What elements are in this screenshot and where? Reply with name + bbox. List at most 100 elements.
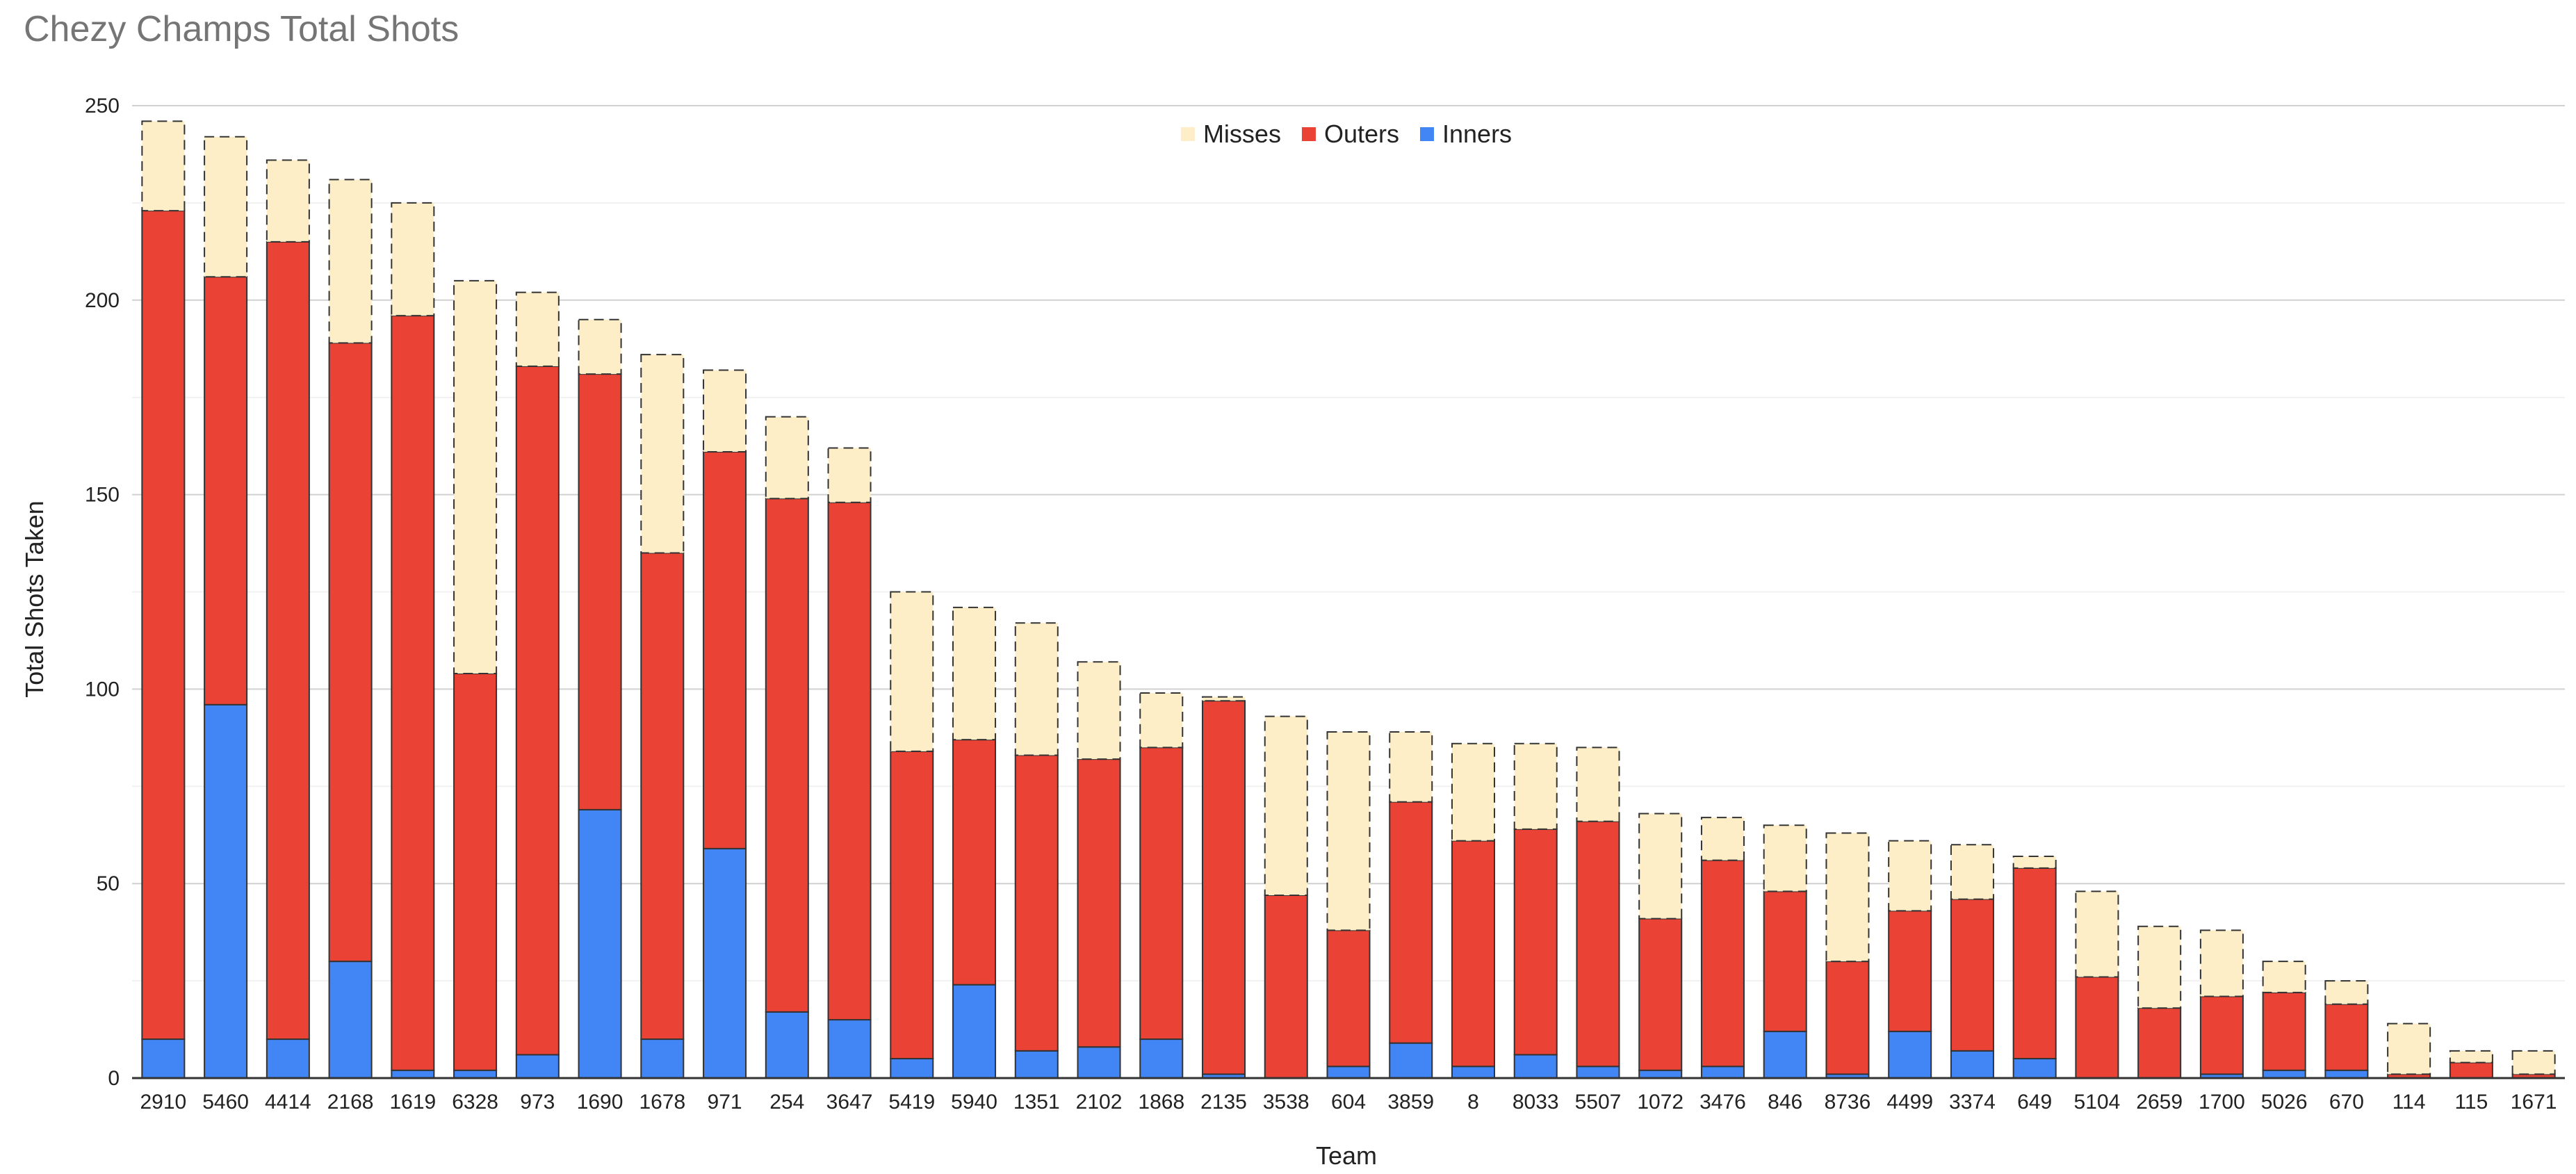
x-tick-label: 2135 xyxy=(1200,1091,1247,1114)
axis-layer: 0 50 100 150 200 250 2910 5460 4414 2168 1619 6328 9… xyxy=(85,95,2565,1114)
bar-inners-5419 xyxy=(890,1058,934,1079)
x-tick-label: 3859 xyxy=(1387,1091,1434,1114)
y-axis-title: Total Shots Taken xyxy=(20,500,49,698)
bar-outers-5940 xyxy=(952,739,997,986)
bar-outers-1690 xyxy=(578,373,622,810)
x-tick-label: 973 xyxy=(520,1091,555,1114)
bar-misses-2168 xyxy=(328,179,373,344)
x-tick-label: 1671 xyxy=(2511,1091,2557,1114)
chart-title: Chezy Champs Total Shots xyxy=(24,9,459,49)
bar-misses-1700 xyxy=(2199,929,2244,997)
x-tick-label: 1868 xyxy=(1138,1091,1184,1114)
y-tick-label: 0 xyxy=(108,1067,120,1090)
bar-misses-4414 xyxy=(266,159,310,243)
bar-inners-5940 xyxy=(952,984,997,1079)
x-tick-label: 5026 xyxy=(2261,1091,2308,1114)
x-tick-label: 8033 xyxy=(1513,1091,1559,1114)
bar-inners-3647 xyxy=(827,1019,872,1079)
bar-inners-1678 xyxy=(640,1038,685,1079)
x-tick-label: 1351 xyxy=(1013,1091,1060,1114)
bar-misses-2659 xyxy=(2137,925,2182,1009)
bar-misses-2102 xyxy=(1077,661,1121,760)
bar-inners-649 xyxy=(2012,1058,2057,1079)
bar-outers-670 xyxy=(2324,1003,2369,1071)
bar-inners-5026 xyxy=(2262,1069,2306,1079)
bar-outers-1868 xyxy=(1139,747,1184,1041)
bar-misses-5507 xyxy=(1576,747,1620,822)
x-tick-label: 6328 xyxy=(452,1091,498,1114)
bar-outers-2168 xyxy=(328,342,373,963)
bar-outers-3859 xyxy=(1389,801,1433,1044)
x-axis-title: Team xyxy=(1316,1141,1377,1170)
legend-swatch-misses xyxy=(1180,127,1195,141)
bar-misses-973 xyxy=(515,291,560,367)
x-tick-label: 2102 xyxy=(1076,1091,1123,1114)
bar-outers-8033 xyxy=(1513,828,1558,1056)
bar-outers-1700 xyxy=(2199,995,2244,1075)
bar-misses-5460 xyxy=(204,136,248,278)
bar-misses-8033 xyxy=(1513,742,1558,830)
bar-inners-5460 xyxy=(204,703,248,1079)
legend-swatch-outers xyxy=(1301,127,1316,141)
legend-swatch-inners xyxy=(1420,127,1434,141)
x-tick-label: 3476 xyxy=(1699,1091,1746,1114)
bar-inners-1351 xyxy=(1014,1050,1059,1079)
bar-outers-4499 xyxy=(1888,910,1932,1032)
x-tick-label: 5940 xyxy=(951,1091,997,1114)
bar-outers-115 xyxy=(2449,1061,2493,1079)
bar-outers-1678 xyxy=(640,552,685,1041)
bar-outers-1072 xyxy=(1638,918,1683,1071)
bar-outers-973 xyxy=(515,365,560,1056)
x-tick-label: 846 xyxy=(1768,1091,1802,1114)
bar-misses-8736 xyxy=(1825,832,1870,963)
bar-outers-1619 xyxy=(391,315,435,1071)
bar-misses-5104 xyxy=(2075,890,2119,978)
bar-outers-5104 xyxy=(2075,976,2119,1079)
bar-outers-971 xyxy=(703,451,747,849)
bar-outers-5507 xyxy=(1576,820,1620,1068)
x-tick-label: 971 xyxy=(708,1091,742,1114)
legend-label-inners: Inners xyxy=(1442,120,1512,148)
bar-outers-604 xyxy=(1326,929,1371,1068)
bar-misses-971 xyxy=(703,369,747,453)
bar-inners-1619 xyxy=(391,1069,435,1079)
bar-misses-1678 xyxy=(640,354,685,554)
bar-inners-5507 xyxy=(1576,1066,1620,1079)
bar-misses-1619 xyxy=(391,202,435,317)
bar-misses-1351 xyxy=(1014,622,1059,756)
bar-inners-670 xyxy=(2324,1069,2369,1079)
bar-outers-2102 xyxy=(1077,758,1121,1048)
bar-inners-4414 xyxy=(266,1038,310,1079)
x-tick-label: 670 xyxy=(2329,1091,2364,1114)
x-tick-label: 1700 xyxy=(2199,1091,2245,1114)
bar-outers-2659 xyxy=(2137,1007,2182,1079)
x-tick-label: 5507 xyxy=(1575,1091,1622,1114)
bar-misses-5940 xyxy=(952,606,997,741)
bar-inners-254 xyxy=(765,1011,809,1079)
bar-inners-8033 xyxy=(1513,1054,1558,1079)
bar-outers-1351 xyxy=(1014,754,1059,1052)
x-tick-label: 5419 xyxy=(888,1091,935,1114)
x-tick-label: 604 xyxy=(1331,1091,1366,1114)
bar-misses-3374 xyxy=(1950,844,1994,900)
bar-inners-3476 xyxy=(1700,1066,1745,1079)
x-tick-label: 254 xyxy=(769,1091,804,1114)
x-tick-label: 3647 xyxy=(826,1091,873,1114)
x-tick-label: 8736 xyxy=(1825,1091,1871,1114)
x-tick-label: 4499 xyxy=(1886,1091,1933,1114)
bar-inners-6328 xyxy=(453,1069,498,1079)
bar-misses-649 xyxy=(2012,856,2057,869)
x-tick-label: 3538 xyxy=(1263,1091,1310,1114)
bar-inners-604 xyxy=(1326,1066,1371,1079)
bar-misses-2135 xyxy=(1202,696,1246,702)
legend-label-outers: Outers xyxy=(1324,120,1399,148)
bar-misses-5419 xyxy=(890,591,934,752)
bar-misses-114 xyxy=(2387,1022,2431,1075)
bar-misses-4499 xyxy=(1888,840,1932,912)
bar-inners-846 xyxy=(1763,1030,1807,1079)
y-tick-label: 100 xyxy=(85,678,120,701)
bars-layer xyxy=(141,120,2556,1079)
bar-inners-2102 xyxy=(1077,1046,1121,1079)
bar-misses-2910 xyxy=(141,120,186,212)
legend-label-misses: Misses xyxy=(1203,120,1281,148)
